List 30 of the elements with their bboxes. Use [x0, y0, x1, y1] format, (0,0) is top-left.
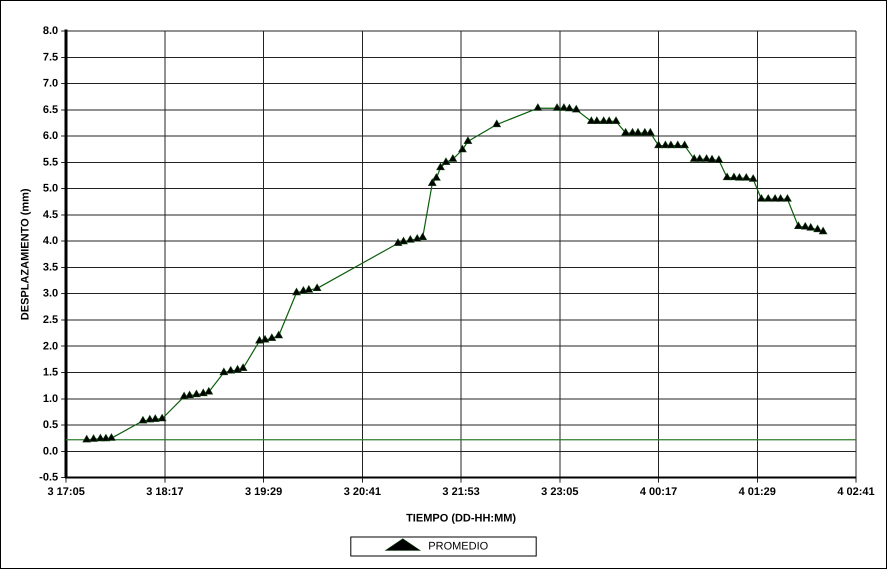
x-axis-title: TIEMPO (DD-HH:MM) — [406, 512, 516, 524]
y-tick-label: 5.0 — [42, 182, 58, 195]
y-tick-label: 4.5 — [42, 208, 58, 221]
x-tick-label: 4 02:41 — [837, 486, 875, 498]
y-tick-label: 7.5 — [42, 51, 58, 64]
y-tick-label: 2.5 — [42, 314, 58, 326]
x-tick-label: 4 00:17 — [640, 486, 678, 498]
y-tick-label: 3.0 — [42, 288, 58, 300]
y-tick-label: 0.5 — [42, 419, 58, 432]
x-tick-label: 3 23:05 — [541, 486, 578, 498]
x-tick-label: 3 21:53 — [442, 486, 480, 498]
x-tick-label: 3 17:05 — [48, 486, 85, 498]
y-tick-label: 6.0 — [42, 130, 58, 142]
x-tick-label: 3 18:17 — [146, 486, 184, 498]
y-tick-label: 1.5 — [42, 366, 58, 379]
y-tick-label: 3.5 — [42, 261, 58, 274]
y-tick-label: -0.5 — [39, 472, 58, 484]
x-tick-label: 3 20:41 — [344, 486, 382, 498]
y-axis-title: DESPLAZAMIENTO (mm) — [20, 188, 32, 320]
legend-label: PROMEDIO — [428, 540, 489, 553]
y-tick-label: 1.0 — [42, 392, 58, 405]
y-tick-label: 7.0 — [42, 78, 58, 90]
y-tick-label: 6.5 — [42, 104, 58, 116]
y-tick-label: 5.5 — [42, 156, 58, 168]
y-tick-label: 4.0 — [42, 235, 58, 248]
y-tick-label: 8.0 — [42, 25, 58, 38]
x-tick-label: 3 19:29 — [244, 486, 282, 498]
x-tick-label: 4 01:29 — [738, 486, 776, 498]
y-tick-label: 2.0 — [42, 340, 58, 352]
y-tick-label: 0.0 — [42, 445, 58, 458]
